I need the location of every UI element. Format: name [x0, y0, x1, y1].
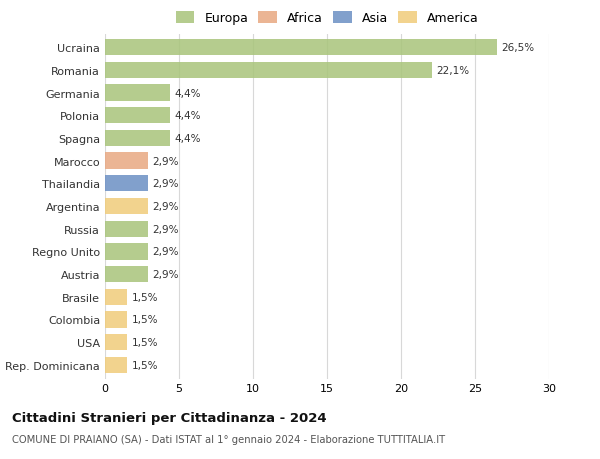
Text: 1,5%: 1,5%	[131, 292, 158, 302]
Text: COMUNE DI PRAIANO (SA) - Dati ISTAT al 1° gennaio 2024 - Elaborazione TUTTITALIA: COMUNE DI PRAIANO (SA) - Dati ISTAT al 1…	[12, 434, 445, 444]
Text: 2,9%: 2,9%	[152, 179, 179, 189]
Text: 1,5%: 1,5%	[131, 360, 158, 370]
Legend: Europa, Africa, Asia, America: Europa, Africa, Asia, America	[176, 11, 478, 25]
Bar	[105, 85, 170, 101]
Bar	[105, 40, 497, 56]
Text: 2,9%: 2,9%	[152, 269, 179, 280]
Text: 4,4%: 4,4%	[175, 111, 201, 121]
Bar	[105, 266, 148, 283]
Bar	[105, 198, 148, 215]
Bar	[105, 334, 127, 351]
Bar	[105, 176, 148, 192]
Text: 4,4%: 4,4%	[175, 88, 201, 98]
Text: 2,9%: 2,9%	[152, 224, 179, 234]
Bar	[105, 62, 432, 79]
Bar	[105, 289, 127, 305]
Bar	[105, 108, 170, 124]
Text: 2,9%: 2,9%	[152, 202, 179, 212]
Bar	[105, 312, 127, 328]
Text: 2,9%: 2,9%	[152, 247, 179, 257]
Bar	[105, 357, 127, 373]
Text: 22,1%: 22,1%	[437, 66, 470, 76]
Text: 4,4%: 4,4%	[175, 134, 201, 144]
Text: Cittadini Stranieri per Cittadinanza - 2024: Cittadini Stranieri per Cittadinanza - 2…	[12, 411, 326, 424]
Text: 1,5%: 1,5%	[131, 315, 158, 325]
Text: 1,5%: 1,5%	[131, 337, 158, 347]
Text: 26,5%: 26,5%	[502, 43, 535, 53]
Bar	[105, 130, 170, 147]
Bar	[105, 153, 148, 169]
Bar	[105, 221, 148, 237]
Bar	[105, 244, 148, 260]
Text: 2,9%: 2,9%	[152, 156, 179, 166]
